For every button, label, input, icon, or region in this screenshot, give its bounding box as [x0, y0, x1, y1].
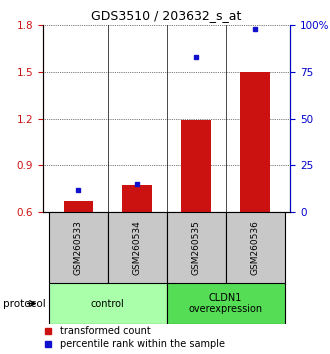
Bar	[49, 212, 108, 283]
Text: control: control	[91, 298, 125, 309]
Text: protocol: protocol	[3, 298, 46, 309]
Bar	[182, 120, 211, 212]
Bar	[226, 212, 284, 283]
Title: GDS3510 / 203632_s_at: GDS3510 / 203632_s_at	[91, 9, 242, 22]
Bar	[108, 212, 167, 283]
Text: GSM260534: GSM260534	[133, 221, 142, 275]
Text: percentile rank within the sample: percentile rank within the sample	[60, 339, 225, 349]
Bar	[63, 201, 93, 212]
Text: GSM260536: GSM260536	[250, 220, 259, 275]
Bar	[167, 283, 284, 324]
Bar	[167, 212, 226, 283]
Bar	[122, 185, 152, 212]
Text: GSM260533: GSM260533	[74, 220, 83, 275]
Text: GSM260535: GSM260535	[192, 220, 201, 275]
Text: transformed count: transformed count	[60, 326, 151, 336]
Bar	[240, 72, 270, 212]
Bar	[49, 283, 167, 324]
Text: CLDN1
overexpression: CLDN1 overexpression	[188, 293, 263, 314]
